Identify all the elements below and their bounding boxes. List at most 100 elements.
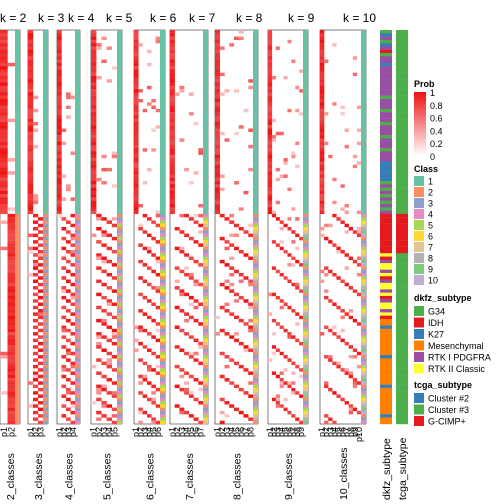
column-label: p5 [149, 427, 159, 437]
class-cell [160, 118, 165, 123]
prob-cell [155, 289, 161, 293]
column-label: p1 [89, 427, 99, 437]
class-cell [75, 158, 80, 162]
class-cell [160, 378, 165, 382]
class-cell [117, 263, 122, 267]
class-cell [253, 82, 258, 87]
class-cell [361, 335, 366, 339]
prob-cell [155, 355, 161, 359]
prob-cell [147, 368, 152, 372]
prob-cell [66, 95, 71, 100]
class-cell [303, 187, 308, 192]
prob-legend-title: Prob [414, 79, 435, 89]
class-cell [303, 256, 308, 261]
class-cell [15, 89, 20, 93]
prob-cell [38, 401, 44, 405]
class-cell [253, 135, 258, 139]
prob-cell [170, 30, 175, 34]
class-cell [160, 190, 165, 195]
prob-cell [134, 125, 139, 129]
dkfz-cell [380, 33, 392, 37]
prob-cell [96, 253, 102, 257]
class-cell [15, 249, 20, 254]
prob-cell [184, 213, 190, 218]
class-cell [203, 62, 208, 67]
prob-cell [287, 305, 292, 310]
prob-cell [188, 272, 194, 277]
class-cell [203, 75, 208, 80]
class-swatch [414, 242, 424, 252]
class-cell [117, 105, 122, 109]
prob-cell [91, 118, 97, 123]
prob-cell [320, 131, 325, 136]
class-cell [303, 89, 308, 93]
column-label: p6 [284, 427, 294, 437]
class-cell [43, 236, 48, 241]
prob-cell [268, 131, 273, 136]
prob-cell [320, 177, 325, 182]
prob-cell [138, 292, 143, 297]
class-cell [160, 131, 165, 136]
class-cell [361, 197, 366, 201]
column-label: p5 [281, 427, 291, 437]
prob-cell [356, 256, 362, 261]
prob-cell [215, 164, 220, 169]
prob-cell [287, 381, 292, 385]
tcga-cell [396, 66, 408, 70]
class-cell [43, 207, 48, 211]
prob-cell [91, 167, 97, 172]
prob-cell [243, 368, 249, 372]
prob-cell [38, 282, 44, 287]
prob-cell [336, 276, 341, 280]
prob-cell [134, 56, 139, 60]
prob-cell [7, 374, 16, 379]
class-cell [253, 253, 258, 257]
class-cell [75, 246, 80, 251]
class-cell [303, 102, 308, 106]
prob-cell [155, 108, 161, 113]
class-cell [303, 276, 308, 280]
class-cell [15, 309, 20, 313]
class-swatch [414, 231, 424, 241]
prob-cell [38, 348, 44, 352]
prob-cell [295, 322, 300, 326]
prob-cell [134, 39, 139, 44]
dkfz-cell [380, 243, 392, 247]
class-cell [117, 213, 122, 218]
prob-cell [174, 286, 180, 290]
prob-cell [268, 128, 273, 132]
prob-cell [66, 391, 71, 395]
prob-cell [96, 279, 102, 284]
class-cell [361, 259, 366, 264]
class-cell [117, 217, 122, 221]
prob-cell [291, 230, 296, 234]
prob-cell [275, 269, 280, 274]
prob-cell [134, 112, 139, 116]
class-cell [75, 384, 80, 389]
prob-cell [138, 410, 143, 415]
prob-cell [215, 131, 220, 136]
class-cell [160, 187, 165, 192]
prob-cell [101, 309, 107, 313]
prob-cell [57, 102, 62, 106]
prob-cell [7, 269, 16, 274]
class-cell [303, 305, 308, 310]
prob-cell [70, 151, 76, 155]
prob-cell [170, 161, 175, 165]
prob-cell [215, 121, 220, 126]
class-cell [203, 49, 208, 54]
prob-cell [38, 263, 44, 267]
prob-cell [215, 46, 220, 50]
prob-cell [229, 358, 235, 362]
annotation-label: tcga_subtype [397, 437, 409, 500]
prob-cell [28, 381, 34, 385]
prob-cell [215, 174, 220, 178]
class-cell [253, 233, 258, 238]
class-cell [43, 364, 48, 369]
class-cell [43, 295, 48, 300]
prob-cell [320, 279, 325, 284]
prob-cell [193, 358, 199, 362]
prob-cell [283, 161, 288, 165]
class-cell [15, 174, 20, 178]
dkfz-cell [380, 414, 392, 418]
